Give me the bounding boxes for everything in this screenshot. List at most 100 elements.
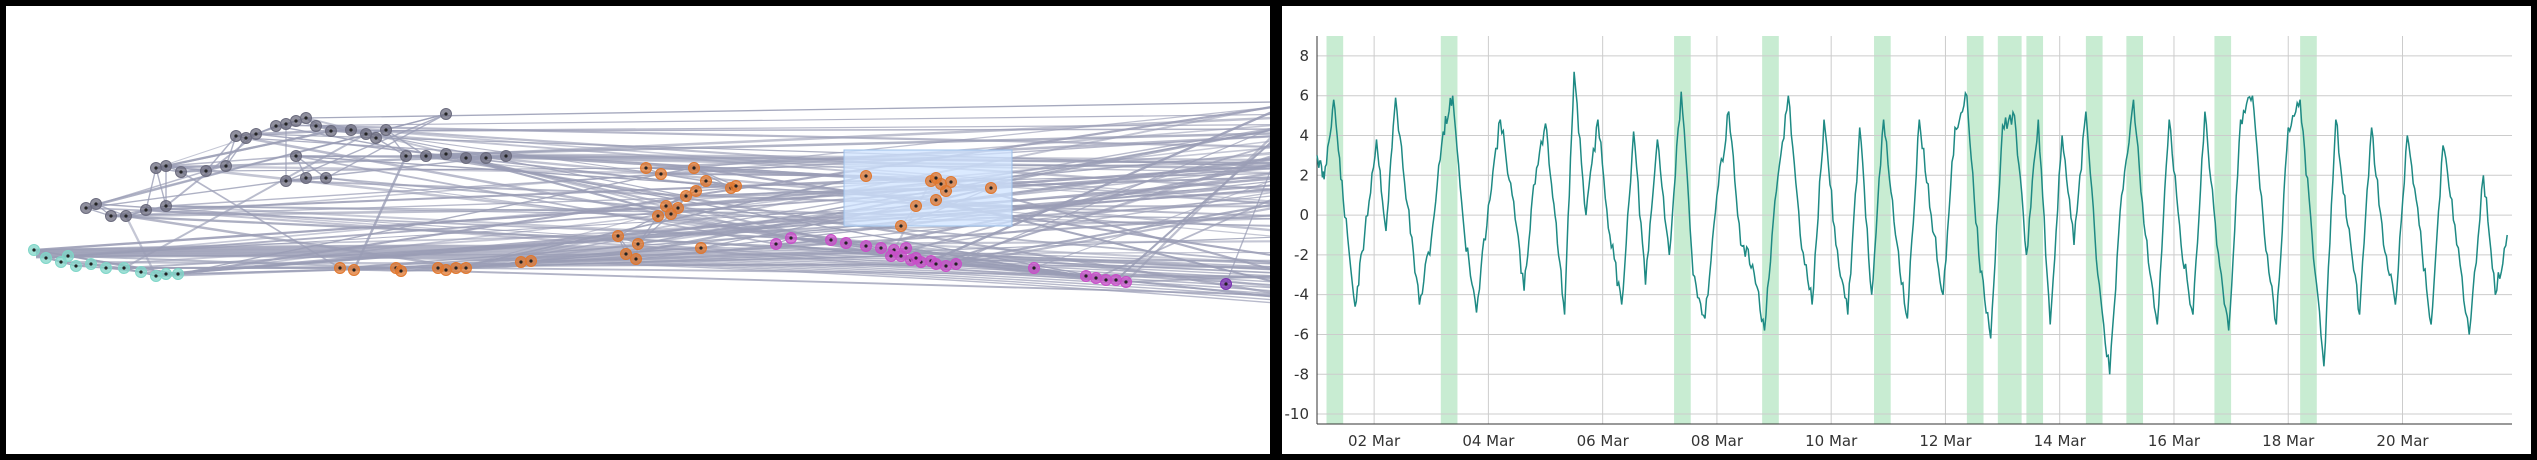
x-tick-label: 08 Mar	[1691, 432, 1744, 450]
graph-edge	[35, 246, 1270, 271]
plot-area	[1317, 36, 2512, 424]
y-tick-label: 8	[1299, 47, 1309, 65]
node-layer	[28, 108, 1232, 290]
graph-node-center	[1124, 280, 1128, 284]
graph-node-center	[176, 272, 180, 276]
graph-node-center	[944, 189, 948, 193]
graph-node-center	[899, 224, 903, 228]
timeseries-chart[interactable]: -10 -8 -6 -4 -2 0 2 4 6 8 02 Mar 04 Mar 06 Mar 08 Mar…	[1282, 6, 2531, 454]
graph-node-center	[899, 254, 903, 258]
graph-node-center	[844, 241, 848, 245]
graph-node-center	[204, 169, 208, 173]
highlight-band	[2214, 36, 2232, 424]
graph-edge	[35, 255, 1270, 301]
graph-node-center	[829, 238, 833, 242]
graph-node-center	[944, 264, 948, 268]
graph-node-center	[699, 246, 703, 250]
graph-node-center	[32, 248, 36, 252]
graph-node-center	[89, 262, 93, 266]
graph-node-center	[949, 180, 953, 184]
graph-node-center	[692, 166, 696, 170]
graph-edge	[330, 128, 1270, 132]
graph-node-center	[234, 134, 238, 138]
graph-node-center	[154, 274, 158, 278]
graph-edge	[165, 129, 332, 168]
graph-node-center	[934, 198, 938, 202]
y-tick-label: 6	[1299, 87, 1309, 105]
graph-node-center	[504, 154, 508, 158]
graph-node-center	[704, 179, 708, 183]
x-tick-label: 06 Mar	[1577, 432, 1630, 450]
graph-edge	[165, 205, 1270, 226]
graph-node-center	[404, 154, 408, 158]
x-tick-label: 04 Mar	[1462, 432, 1515, 450]
graph-edge	[124, 215, 158, 277]
graph-node-center	[352, 268, 356, 272]
graph-node-center	[664, 204, 668, 208]
region-layer	[843, 149, 1013, 227]
x-tick-label: 16 Mar	[2148, 432, 2201, 450]
graph-node-center	[519, 260, 523, 264]
x-tick-label: 12 Mar	[1919, 432, 1972, 450]
graph-edge	[85, 170, 207, 209]
y-tick-label: -6	[1294, 325, 1309, 343]
graph-node-center	[684, 194, 688, 198]
highlight-band	[1674, 36, 1691, 424]
graph-node-center	[179, 170, 183, 174]
graph-node-center	[139, 270, 143, 274]
graph-node-center	[454, 266, 458, 270]
graph-node-center	[864, 244, 868, 248]
graph-node-center	[164, 204, 168, 208]
graph-edge	[165, 164, 867, 178]
graph-node-center	[934, 176, 938, 180]
graph-edge	[33, 217, 1270, 251]
graph-edge	[865, 164, 1270, 248]
graph-node-center	[464, 156, 468, 160]
graph-edge	[35, 245, 1270, 268]
graph-node-center	[364, 132, 368, 136]
graph-node-center	[294, 154, 298, 158]
graph-node-center	[164, 164, 168, 168]
graph-node-center	[284, 122, 288, 126]
graph-node-center	[694, 189, 698, 193]
graph-node-center	[989, 186, 993, 190]
highlight-band	[2300, 36, 2317, 424]
graph-node-center	[676, 206, 680, 210]
graph-node-center	[904, 246, 908, 250]
x-tick-label: 14 Mar	[2034, 432, 2087, 450]
graph-node-center	[934, 262, 938, 266]
selection-region[interactable]	[843, 149, 1013, 227]
graph-node-center	[66, 254, 70, 258]
graph-node-center	[616, 234, 620, 238]
highlight-band	[1440, 36, 1458, 424]
graph-node-center	[529, 259, 533, 263]
graph-node-center	[124, 214, 128, 218]
graph-node-center	[1114, 278, 1118, 282]
y-tick-label: -10	[1285, 405, 1310, 423]
timeseries-panel: -10 -8 -6 -4 -2 0 2 4 6 8 02 Mar 04 Mar 06 Mar 08 Mar…	[1282, 6, 2531, 454]
graph-node-center	[74, 264, 78, 268]
graph-node-center	[304, 116, 308, 120]
graph-node-center	[444, 268, 448, 272]
graph-edge	[325, 177, 1270, 263]
graph-node-center	[864, 174, 868, 178]
graph-node-center	[304, 176, 308, 180]
graph-node-center	[164, 272, 168, 276]
graph-node-center	[104, 266, 108, 270]
graph-node-center	[1084, 274, 1088, 278]
graph-edge	[85, 180, 287, 209]
x-tick-label: 20 Mar	[2376, 432, 2429, 450]
graph-node-center	[484, 156, 488, 160]
graph-node-center	[914, 204, 918, 208]
graph-node-center	[444, 152, 448, 156]
graph-node-center	[349, 128, 353, 132]
graph-edge	[275, 113, 1270, 127]
x-tick-label: 10 Mar	[1805, 432, 1858, 450]
graph-node-center	[94, 202, 98, 206]
network-graph[interactable]	[6, 6, 1270, 454]
graph-node-center	[122, 266, 126, 270]
y-tick-label: -8	[1294, 365, 1309, 383]
graph-edge	[330, 124, 1270, 132]
graph-node-center	[154, 166, 158, 170]
graph-node-center	[659, 172, 663, 176]
